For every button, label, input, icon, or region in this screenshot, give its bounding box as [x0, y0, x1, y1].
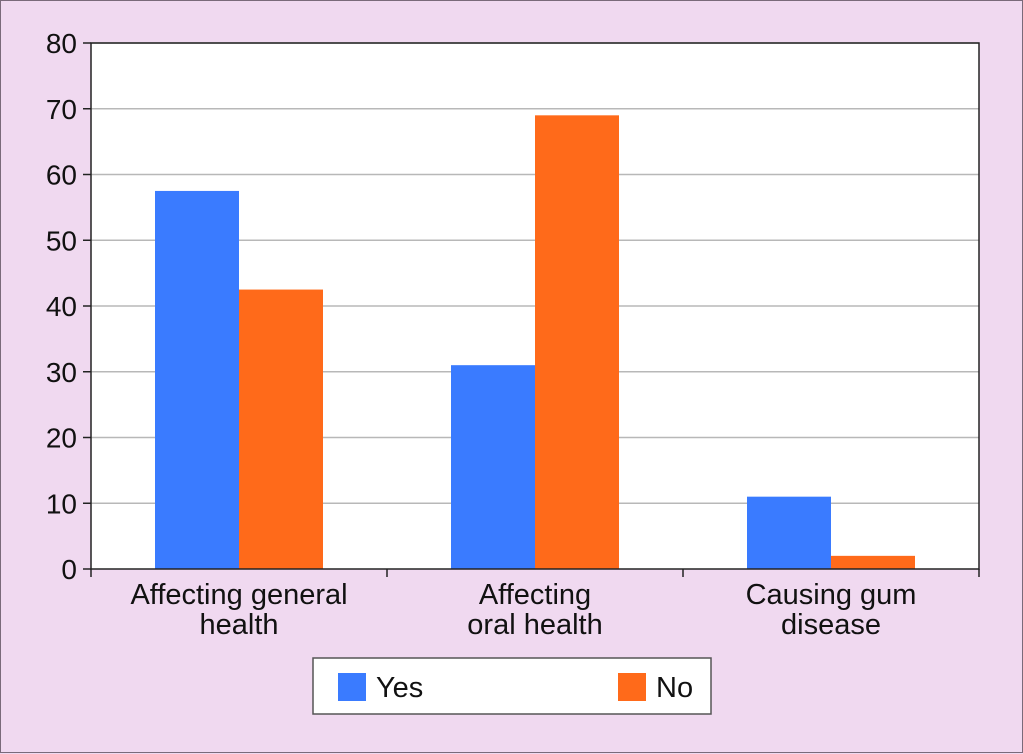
y-tick-label: 50 — [46, 225, 77, 256]
y-tick-label: 70 — [46, 94, 77, 125]
x-category-label: oral health — [467, 609, 602, 641]
x-category-label: Affecting — [479, 579, 591, 611]
bar-yes-2 — [747, 496, 831, 569]
y-tick-label: 30 — [46, 357, 77, 388]
legend-swatch-yes — [338, 673, 366, 701]
legend-label-yes: Yes — [376, 672, 423, 704]
plot-border — [90, 42, 980, 570]
x-category-label: health — [199, 609, 278, 641]
y-tick-label: 40 — [46, 291, 77, 322]
bar-no-1 — [535, 115, 619, 569]
x-category-label: disease — [781, 609, 881, 641]
bar-yes-1 — [451, 365, 535, 569]
y-tick-label: 10 — [46, 488, 77, 519]
y-tick-label: 0 — [61, 554, 77, 585]
y-tick-label: 80 — [46, 28, 77, 59]
y-tick-label: 60 — [46, 160, 77, 191]
legend-label-no: No — [656, 672, 693, 704]
legend-swatch-no — [618, 673, 646, 701]
bar-no-2 — [831, 555, 915, 569]
bar-no-0 — [239, 289, 323, 569]
y-tick-label: 20 — [46, 423, 77, 454]
x-category-label: Causing gum — [746, 579, 917, 611]
x-category-label: Affecting general — [130, 579, 347, 611]
legend-box — [312, 657, 712, 715]
bar-yes-0 — [155, 190, 239, 569]
